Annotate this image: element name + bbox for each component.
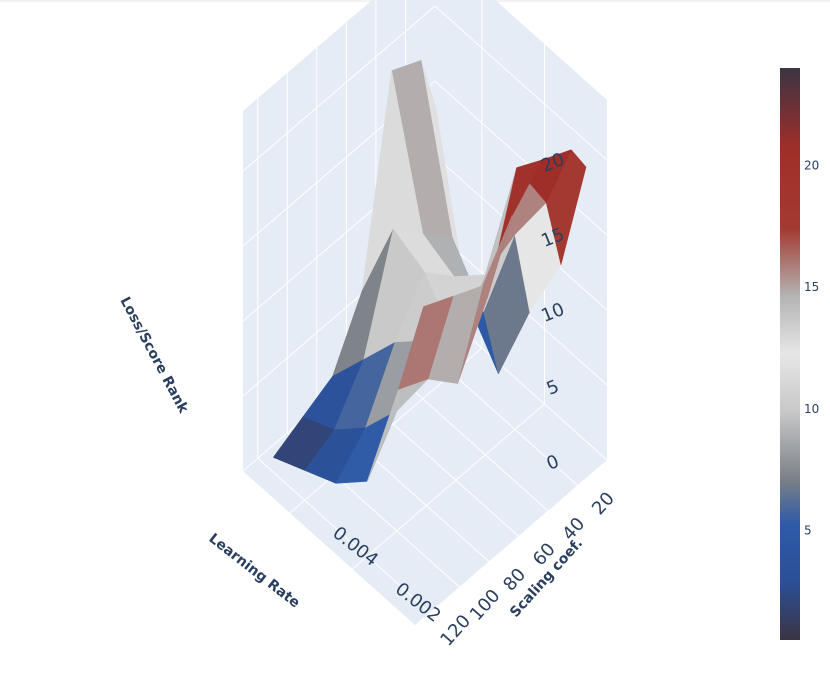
z-gridline	[242, 5, 608, 172]
colorbar-ticks: 5 10 15 20	[804, 158, 819, 537]
colorbar-tick-label: 15	[804, 280, 819, 294]
surface-plot	[273, 60, 587, 484]
colorbar-tick-label: 20	[804, 158, 819, 172]
y-gridline	[286, 72, 460, 588]
y-gridline	[257, 98, 431, 613]
colorbar-tick-label: 10	[804, 402, 819, 416]
colorbar-tick-label: 5	[804, 524, 812, 538]
floor	[243, 306, 607, 625]
surface-patch	[398, 295, 454, 390]
colorbar-bar	[780, 68, 800, 640]
colorbar: 5 10 15 20	[780, 68, 819, 640]
